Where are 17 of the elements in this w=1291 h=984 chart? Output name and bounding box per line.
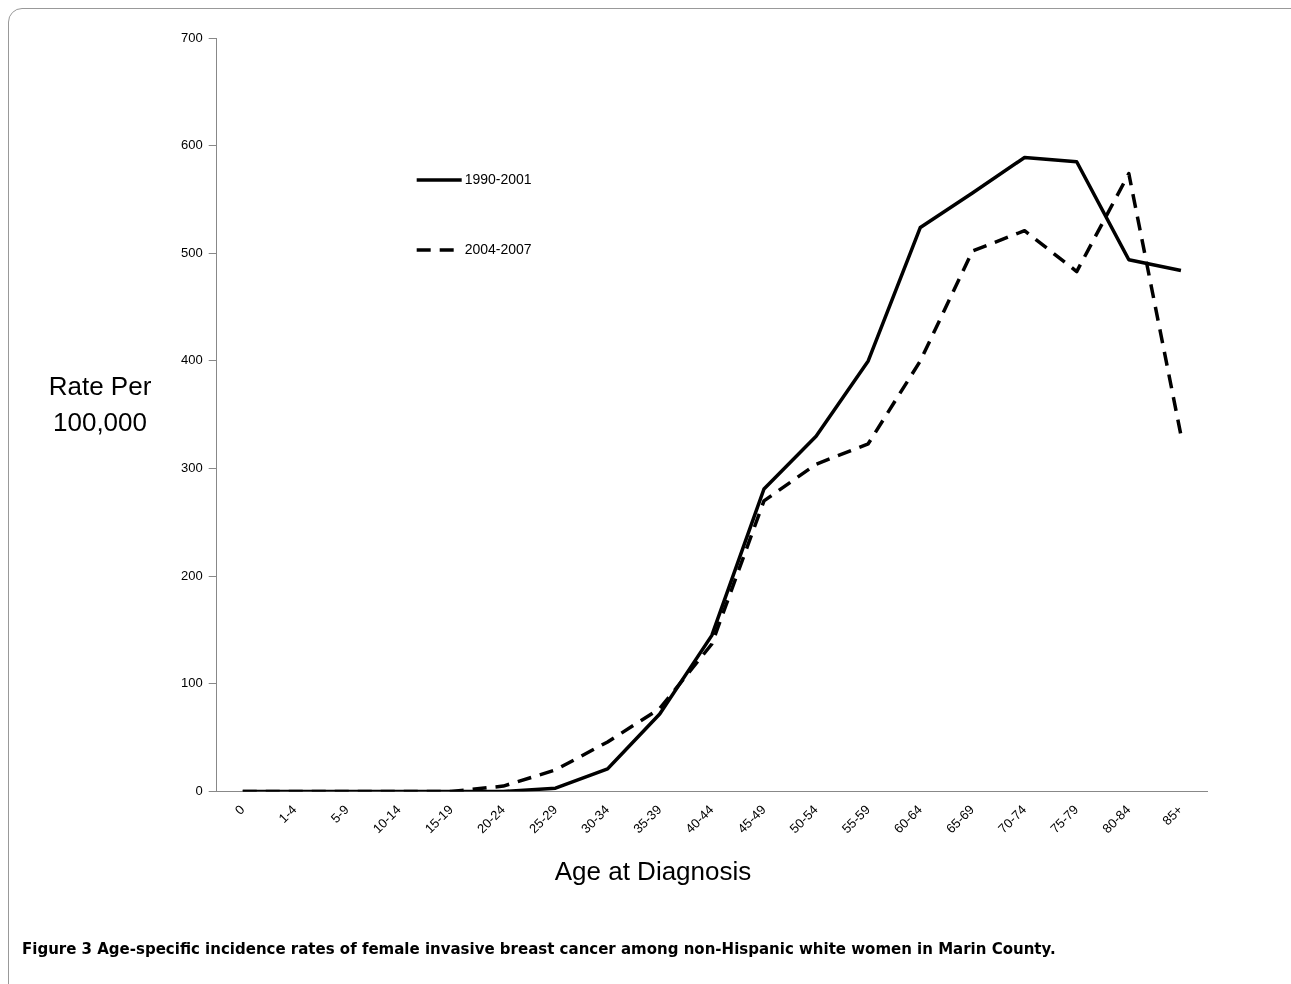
y-tick-label: 700 bbox=[180, 29, 203, 45]
y-tick-label: 400 bbox=[180, 352, 203, 368]
y-tick-label: 200 bbox=[180, 567, 203, 583]
x-axis-title: Age at Diagnosis bbox=[553, 856, 753, 887]
x-tick-label: 85+ bbox=[1159, 802, 1186, 829]
legend-label: 1990-2001 bbox=[464, 170, 532, 187]
x-tick-label: 0 bbox=[231, 802, 248, 818]
x-tick-label: 1-4 bbox=[275, 802, 300, 826]
y-tick-label: 100 bbox=[180, 675, 203, 691]
y-axis-title: Rate Per 100,000 bbox=[47, 370, 153, 439]
y-tick-label: 300 bbox=[180, 460, 203, 476]
caption: Figure 3 Age-specific incidence rates of female invasive breast cancer among non-Hispanic white women in Marin County. bbox=[22, 940, 1056, 958]
legend-label: 2004-2007 bbox=[464, 240, 532, 257]
y-tick-label: 0 bbox=[195, 783, 203, 799]
x-tick-label: 5-9 bbox=[327, 802, 352, 826]
y-tick-label: 600 bbox=[180, 137, 203, 153]
y-tick-label: 500 bbox=[180, 244, 203, 260]
